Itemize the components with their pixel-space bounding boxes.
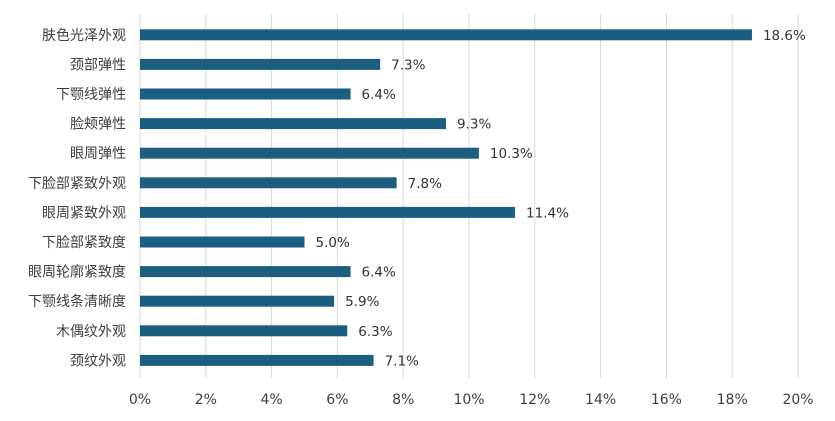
category-label: 下脸部紧致度 (42, 235, 126, 251)
data-label: 6.3% (358, 324, 392, 340)
bar (140, 206, 516, 218)
category-label: 眼周弹性 (70, 146, 126, 162)
data-label: 5.0% (316, 235, 350, 251)
x-tick-label: 12% (519, 392, 550, 408)
data-label: 11.4% (526, 205, 569, 221)
x-tick-label: 16% (651, 392, 682, 408)
bar (140, 325, 348, 337)
x-tick-label: 14% (585, 392, 616, 408)
bar (140, 88, 351, 100)
gridlines (139, 14, 799, 378)
x-tick-label: 18% (717, 392, 748, 408)
x-tick-label: 8% (392, 392, 414, 408)
category-label: 下颚线弹性 (56, 87, 126, 103)
data-label: 18.6% (763, 28, 806, 44)
bar (140, 29, 752, 41)
data-label: 6.4% (362, 265, 396, 281)
category-label: 眼周紧致外观 (42, 205, 126, 221)
data-label: 10.3% (490, 146, 533, 162)
bars (140, 29, 752, 366)
category-label: 肤色光泽外观 (42, 27, 126, 44)
x-axis-tick-labels: 0% 2% 4% 6% 8% 10% 12% 14% 16% 18% 20% (129, 392, 814, 408)
x-tick-label: 20% (782, 392, 813, 408)
category-label: 下颚线条清晰度 (28, 293, 126, 310)
category-label: 下脸部紧致外观 (28, 176, 126, 192)
bar (140, 58, 381, 70)
bar (140, 177, 397, 189)
data-labels: 18.6% 7.3% 6.4% 9.3% 10.3% 7.8% 11.4% 5.0% 6.4% 5… (316, 28, 806, 370)
category-label: 眼周轮廓紧致度 (28, 264, 126, 281)
bar (140, 118, 446, 130)
bar (140, 147, 479, 159)
data-label: 6.4% (362, 87, 396, 103)
category-label: 木偶纹外观 (56, 324, 126, 340)
category-label: 脸颊弹性 (70, 117, 126, 133)
bar (140, 354, 374, 366)
data-label: 7.1% (385, 353, 419, 369)
data-label: 9.3% (457, 117, 491, 133)
data-label: 7.8% (408, 176, 442, 192)
bar (140, 266, 351, 278)
bar (140, 295, 335, 307)
x-tick-label: 0% (129, 392, 151, 408)
x-tick-label: 6% (326, 392, 348, 408)
x-tick-label: 4% (260, 392, 282, 408)
bar (140, 236, 305, 248)
x-tick-label: 2% (195, 392, 217, 408)
category-label: 颈纹外观 (70, 353, 126, 369)
x-tick-label: 10% (453, 392, 484, 408)
data-label: 7.3% (391, 57, 425, 73)
category-label: 颈部弹性 (70, 57, 126, 73)
category-labels: 肤色光泽外观颈部弹性下颚线弹性脸颊弹性眼周弹性下脸部紧致外观眼周紧致外观下脸部紧… (28, 27, 126, 370)
data-label: 5.9% (345, 294, 379, 310)
